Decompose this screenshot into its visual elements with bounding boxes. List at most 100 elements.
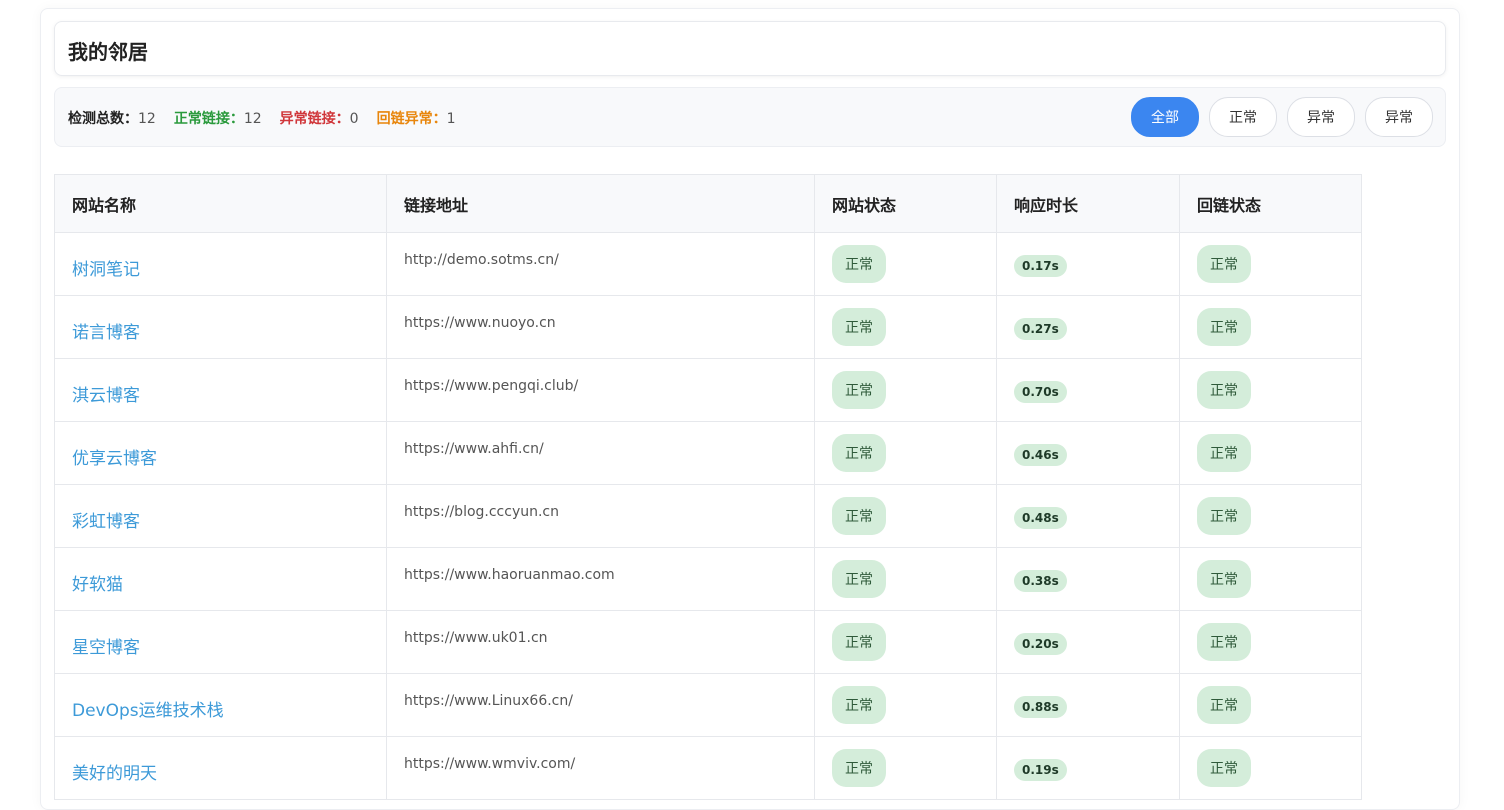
cell: 0.17s xyxy=(996,232,1180,296)
table-body: 树洞笔记 http://demo.sotms.cn/正常 0.17s 正常 诺言博客 ht… xyxy=(54,232,1362,800)
status-badge: 正常 xyxy=(832,497,886,535)
stat-value: 1 xyxy=(446,111,456,127)
site-name[interactable]: DevOps运维技术栈 xyxy=(72,700,224,721)
stat-value: 12 xyxy=(243,111,262,127)
cell: 正常 xyxy=(1179,736,1362,800)
time-badge: 0.88s xyxy=(1014,696,1067,718)
stat: 检测总数：12 xyxy=(68,108,156,128)
cell: 正常 xyxy=(814,610,997,674)
cell: 正常 xyxy=(1179,547,1362,611)
cell: 0.20s xyxy=(996,610,1180,674)
stats-bar: 检测总数：12 正常链接：12 异常链接：0 回链异常：1 全部 正常 异常 异常 xyxy=(54,87,1446,147)
backlink-badge: 正常 xyxy=(1197,560,1251,598)
row: 淇云博客 https://www.pengqi.club/正常 0.70s 正常 xyxy=(54,358,1362,422)
status-badge: 正常 xyxy=(832,560,886,598)
cell: 正常 xyxy=(1179,484,1362,548)
status-badge: 正常 xyxy=(832,749,886,787)
filters: 全部 正常 异常 异常 xyxy=(1131,97,1433,137)
column-header: 网站状态 xyxy=(814,174,997,233)
page-title: 我的邻居 xyxy=(68,40,148,64)
table: 网站名称 链接地址 网站状态 响应时长 回链状态 树洞笔记 http://demo.sot… xyxy=(54,174,1362,800)
cell: https://www.ahfi.cn/ xyxy=(386,421,815,485)
cell: 正常 xyxy=(814,421,997,485)
cell: 美好的明天 xyxy=(54,736,387,800)
stat-label: 检测总数： xyxy=(68,111,138,127)
site-url: https://www.Linux66.cn/ xyxy=(404,692,573,709)
row: 星空博客 https://www.uk01.cn 正常 0.20s 正常 xyxy=(54,610,1362,674)
site-url: https://www.uk01.cn xyxy=(404,629,548,646)
stat-label: 正常链接： xyxy=(173,111,244,127)
column-header: 回链状态 xyxy=(1179,174,1362,233)
row: 树洞笔记 http://demo.sotms.cn/正常 0.17s 正常 xyxy=(54,232,1362,296)
cell: https://www.uk01.cn xyxy=(386,610,815,674)
cell: 正常 xyxy=(1179,358,1362,422)
backlink-badge: 正常 xyxy=(1197,749,1251,787)
cell: 正常 xyxy=(1179,421,1362,485)
backlink-badge: 正常 xyxy=(1197,308,1251,346)
cell: 星空博客 xyxy=(54,610,387,674)
stat-label: 回链异常： xyxy=(376,111,447,127)
time-badge: 0.17s xyxy=(1014,255,1067,277)
cell: https://www.haoruanmao.com xyxy=(386,547,815,611)
cell: 彩虹博客 xyxy=(54,484,387,548)
cell: 正常 xyxy=(814,484,997,548)
time-badge: 0.70s xyxy=(1014,381,1067,403)
time-badge: 0.48s xyxy=(1014,507,1067,529)
status-badge: 正常 xyxy=(832,434,886,472)
row: 好软猫 https://www.haoruanmao.com 正常 0.38s 正常 xyxy=(54,547,1362,611)
site-url: https://www.pengqi.club/ xyxy=(404,377,579,394)
cell: 0.19s xyxy=(996,736,1180,800)
site-name[interactable]: 好软猫 xyxy=(72,574,123,595)
filter-button[interactable]: 异常 xyxy=(1287,97,1355,137)
backlink-badge: 正常 xyxy=(1197,245,1251,283)
cell: https://www.Linux66.cn/ xyxy=(386,673,815,737)
site-name[interactable]: 美好的明天 xyxy=(72,763,157,784)
stat-value: 0 xyxy=(349,111,359,127)
stat: 正常链接：12 xyxy=(174,108,262,128)
cell: 正常 xyxy=(1179,232,1362,296)
header-row: 网站名称 链接地址 网站状态 响应时长 回链状态 xyxy=(54,174,1362,233)
site-url: https://www.nuoyo.cn xyxy=(404,314,556,331)
site-url: https://www.haoruanmao.com xyxy=(404,566,615,583)
page: 我的邻居 检测总数：12 正常链接：12 异常链接：0 回链异常：1 全部 正常 异常 异常… xyxy=(40,8,1460,810)
cell: 淇云博客 xyxy=(54,358,387,422)
cell: 正常 xyxy=(814,673,997,737)
site-name[interactable]: 优享云博客 xyxy=(72,448,157,469)
title-box: 我的邻居 xyxy=(54,21,1446,76)
status-badge: 正常 xyxy=(832,686,886,724)
row: 美好的明天 https://www.wmviv.com/正常 0.19s 正常 xyxy=(54,736,1362,800)
cell: 好软猫 xyxy=(54,547,387,611)
status-badge: 正常 xyxy=(832,623,886,661)
cell: https://www.pengqi.club/ xyxy=(386,358,815,422)
backlink-badge: 正常 xyxy=(1197,623,1251,661)
time-badge: 0.19s xyxy=(1014,759,1067,781)
site-name[interactable]: 淇云博客 xyxy=(72,385,140,406)
stat: 异常链接：0 xyxy=(280,108,359,128)
row: DevOps运维技术栈 https://www.Linux66.cn/正常 0.88… xyxy=(54,673,1362,737)
cell: 正常 xyxy=(814,547,997,611)
cell: 正常 xyxy=(1179,673,1362,737)
cell: 正常 xyxy=(814,736,997,800)
site-name[interactable]: 树洞笔记 xyxy=(72,259,140,280)
filter-button[interactable]: 全部 xyxy=(1131,97,1199,137)
cell: 诺言博客 xyxy=(54,295,387,359)
column-header: 网站名称 xyxy=(54,174,387,233)
status-badge: 正常 xyxy=(832,308,886,346)
cell: https://www.nuoyo.cn xyxy=(386,295,815,359)
filter-button[interactable]: 异常 xyxy=(1365,97,1433,137)
card: 我的邻居 检测总数：12 正常链接：12 异常链接：0 回链异常：1 全部 正常 异常 异常… xyxy=(40,8,1460,810)
cell: 正常 xyxy=(814,232,997,296)
stat-label: 异常链接： xyxy=(279,111,350,127)
stat-value: 12 xyxy=(138,111,156,127)
site-name[interactable]: 星空博客 xyxy=(72,637,140,658)
site-name[interactable]: 彩虹博客 xyxy=(72,511,140,532)
cell: DevOps运维技术栈 xyxy=(54,673,387,737)
filter-button[interactable]: 正常 xyxy=(1209,97,1277,137)
site-name[interactable]: 诺言博客 xyxy=(72,322,140,343)
site-url: https://www.ahfi.cn/ xyxy=(404,440,544,457)
cell: 正常 xyxy=(814,295,997,359)
cell: 正常 xyxy=(1179,295,1362,359)
backlink-badge: 正常 xyxy=(1197,686,1251,724)
status-badge: 正常 xyxy=(832,371,886,409)
site-url: http://demo.sotms.cn/ xyxy=(404,251,559,268)
